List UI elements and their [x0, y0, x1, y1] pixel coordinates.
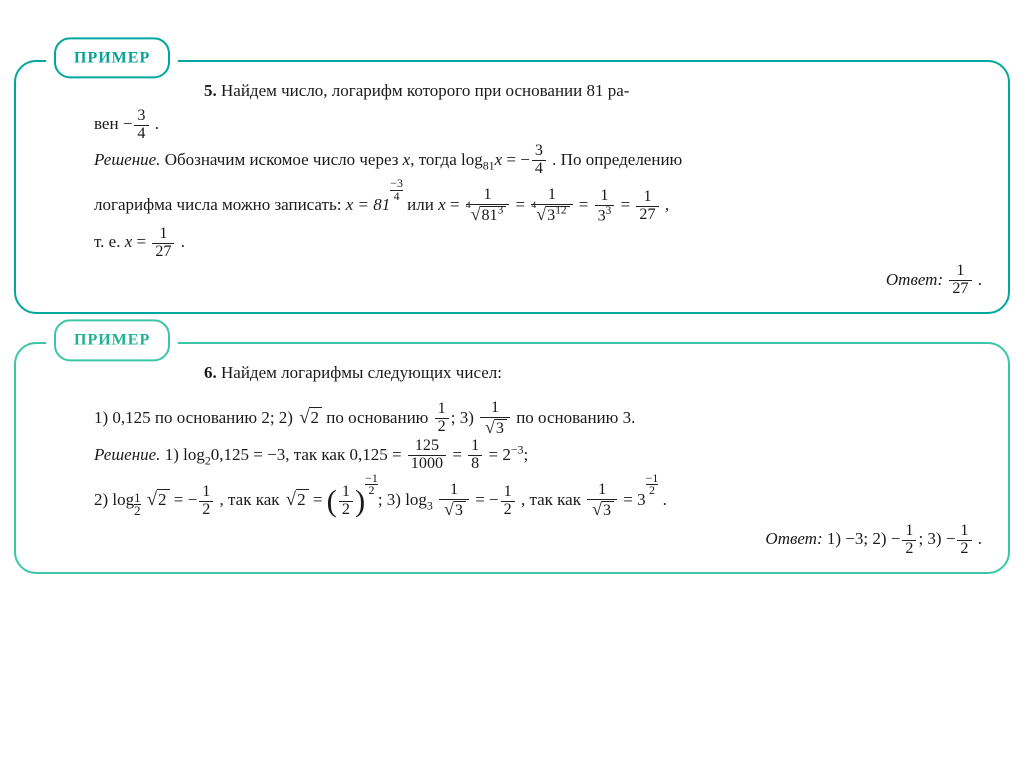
- heading-text: Найдем логарифмы следующих чисел:: [217, 363, 502, 382]
- ex5-heading: 5. Найдем число, логарифм которого при о…: [94, 74, 982, 107]
- ex5-line4: логарифма числа можно записать: x = 81−3…: [94, 178, 982, 225]
- badge-5: ПРИМЕР: [46, 37, 178, 78]
- badge-6: ПРИМЕР: [46, 320, 178, 361]
- ex6-sol2-3: 2) log12 √2 = −12 , так как √2 = (12)−12…: [94, 473, 982, 520]
- solution-label: Решение.: [94, 150, 165, 169]
- solution-label: Решение.: [94, 445, 165, 464]
- ex5-answer: Ответ: 127 .: [94, 263, 982, 299]
- ex5-line2: вен −34 .: [94, 107, 982, 143]
- badge-label: ПРИМЕР: [54, 37, 170, 78]
- ex6-sol1: Решение. 1) log20,125 = −3, так как 0,12…: [94, 438, 982, 474]
- example-box-5: ПРИМЕР 5. Найдем число, логарифм которог…: [14, 60, 1010, 314]
- problem-number: 5.: [204, 81, 217, 100]
- ex6-heading: 6. Найдем логарифмы следующих чисел:: [94, 356, 982, 389]
- example-box-6: ПРИМЕР 6. Найдем логарифмы следующих чис…: [14, 342, 1010, 573]
- ex6-answer: Ответ: 1) −3; 2) −12; 3) −12 .: [94, 522, 982, 558]
- example-5-content: 5. Найдем число, логарифм которого при о…: [34, 74, 990, 298]
- example-6-content: 6. Найдем логарифмы следующих чисел: 1) …: [34, 356, 990, 557]
- answer-label: Ответ:: [765, 529, 826, 548]
- ex6-list: 1) 0,125 по основанию 2; 2) √2 по основа…: [94, 400, 982, 438]
- badge-label: ПРИМЕР: [54, 320, 170, 361]
- ex5-line5: т. е. x = 127 .: [94, 225, 982, 261]
- fraction: 34: [134, 108, 148, 143]
- heading-text: Найдем число, логарифм которого при осно…: [217, 81, 630, 100]
- page: ПРИМЕР 5. Найдем число, логарифм которог…: [0, 0, 1024, 622]
- problem-number: 6.: [204, 363, 217, 382]
- answer-label: Ответ:: [886, 270, 947, 289]
- ex5-line3: Решение. Обозначим искомое число через x…: [94, 143, 982, 179]
